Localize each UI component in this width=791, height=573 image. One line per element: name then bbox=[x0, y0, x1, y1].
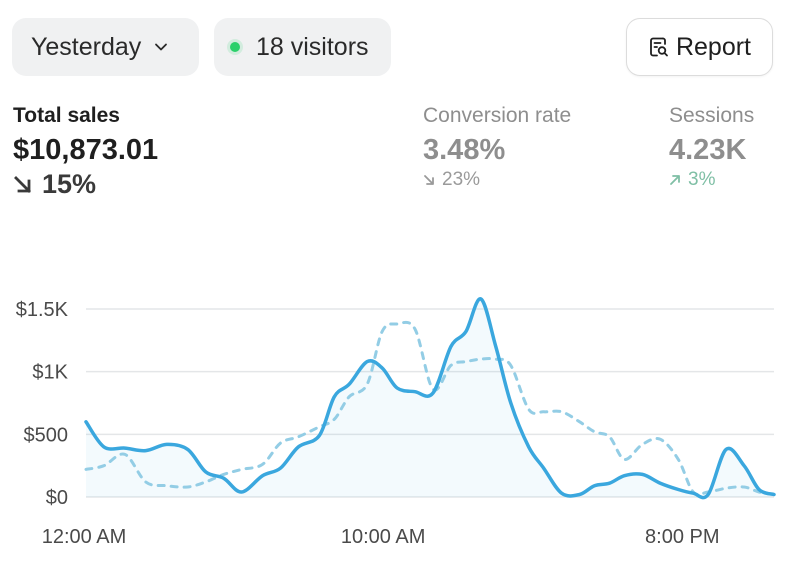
metric-delta-value: 15% bbox=[42, 169, 97, 199]
report-button-label: Report bbox=[675, 32, 752, 61]
report-search-icon bbox=[650, 37, 668, 57]
metric-delta-value: 3% bbox=[688, 169, 716, 190]
y-tick-label: $0 bbox=[46, 487, 68, 509]
date-range-label: Yesterday bbox=[31, 32, 142, 61]
metric-value: 4.23K bbox=[669, 134, 747, 166]
metric-sessions[interactable]: Sessions 4.23K 3% bbox=[669, 103, 754, 191]
y-tick-label: $500 bbox=[24, 424, 69, 446]
y-tick-label: $1K bbox=[32, 362, 68, 384]
metric-delta: 3% bbox=[669, 169, 754, 191]
y-tick-label: $1.5K bbox=[16, 299, 69, 321]
arrow-down-right-icon bbox=[14, 175, 31, 193]
metric-delta: 15% bbox=[13, 169, 158, 200]
chevron-down-icon bbox=[155, 43, 168, 51]
metric-delta: 23% bbox=[423, 169, 571, 191]
date-range-dropdown[interactable]: Yesterday bbox=[12, 18, 199, 76]
arrow-down-right-icon bbox=[424, 175, 434, 185]
series-line-previous-period bbox=[84, 320, 776, 497]
metric-delta-value: 23% bbox=[442, 169, 481, 190]
live-visitors-button[interactable]: 18 visitors bbox=[214, 18, 391, 76]
metric-label: Sessions bbox=[669, 104, 755, 127]
metric-label: Conversion rate bbox=[423, 104, 572, 127]
metric-label: Total sales bbox=[13, 104, 120, 127]
visitors-count-label: 18 visitors bbox=[256, 32, 369, 61]
metric-value: 3.48% bbox=[423, 134, 506, 166]
metric-conversion-rate[interactable]: Conversion rate 3.48% 23% bbox=[423, 103, 571, 191]
metric-total-sales[interactable]: Total sales $10,873.01 15% bbox=[13, 103, 158, 200]
live-dot-icon bbox=[230, 42, 240, 52]
series-line-yesterday bbox=[84, 297, 776, 500]
x-tick-label: 8:00 PM bbox=[645, 526, 719, 548]
x-tick-label: 10:00 AM bbox=[341, 526, 426, 548]
metric-value: $10,873.01 bbox=[13, 134, 159, 166]
report-button[interactable]: Report bbox=[626, 18, 773, 76]
series-area-yesterday bbox=[86, 298, 774, 498]
arrow-up-right-icon bbox=[670, 175, 680, 185]
x-tick-label: 12:00 AM bbox=[42, 526, 127, 548]
